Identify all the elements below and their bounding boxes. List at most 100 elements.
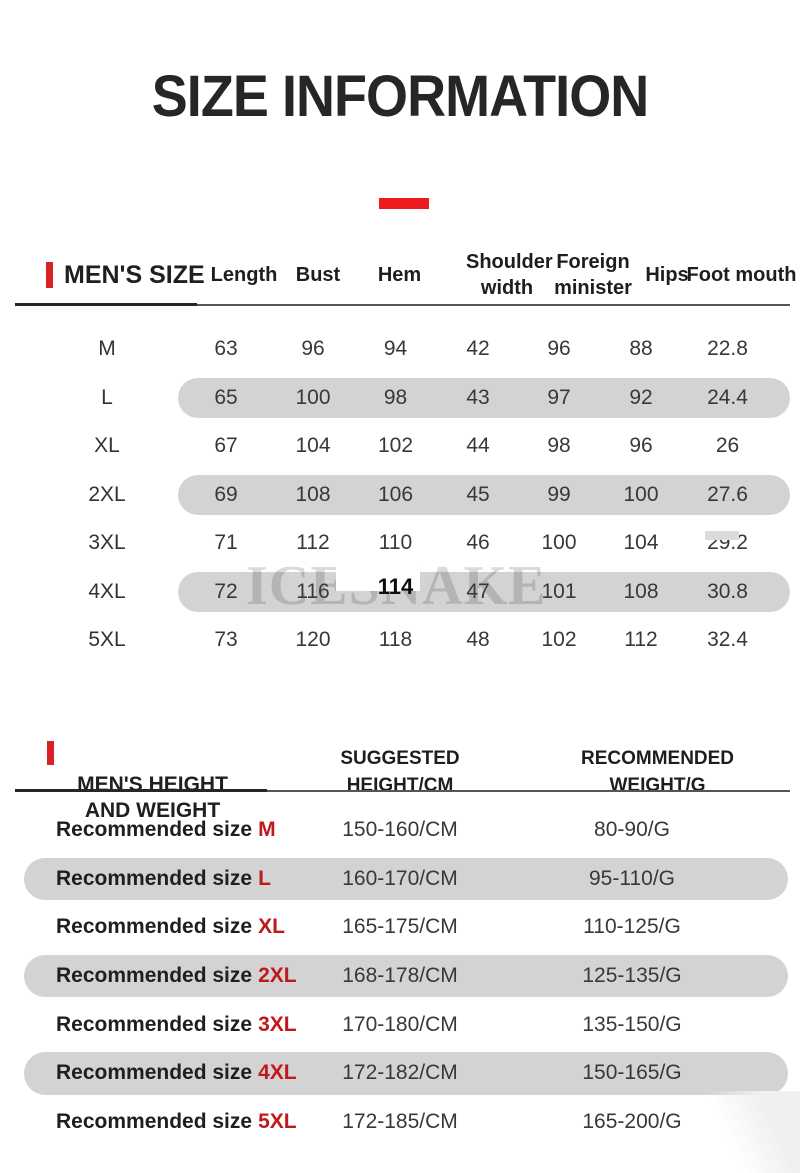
size-table-title-cell: MEN'S SIZE: [0, 261, 205, 290]
height-weight-table-header: MEN'S HEIGHT AND WEIGHT SUGGESTED HEIGHT…: [0, 722, 800, 822]
title-underline-dash: [379, 198, 429, 209]
table-row-4xl: 4XL 72 116 114 47 101 108 30.8: [0, 568, 800, 617]
value-cell: 46: [466, 531, 490, 555]
value-cell: 100: [541, 531, 577, 555]
table-row-recommended-5xl: Recommended size 5XL 172-185/CM 165-200/G: [0, 1098, 800, 1147]
value-cell: 73: [214, 628, 238, 652]
row-label: Recommended size L: [0, 867, 320, 891]
size-table-header: MEN'S SIZE Length Bust Hem Shoulder widt…: [0, 244, 800, 306]
row-label: Recommended size 2XL: [0, 964, 320, 988]
weight-value: 125-135/G: [582, 964, 682, 988]
height-value: 170-180/CM: [342, 1012, 458, 1036]
value-cell: 22.8: [707, 337, 748, 361]
height-value: 165-175/CM: [342, 915, 458, 939]
red-accent-bar-icon: [47, 741, 54, 765]
value-cell: 102: [541, 628, 577, 652]
value-cell: 63: [214, 337, 238, 361]
weight-value: 150-165/G: [582, 1061, 682, 1085]
column-header-length: Length: [210, 264, 278, 286]
value-cell: 43: [466, 385, 490, 409]
table-row-recommended-l: Recommended size L 160-170/CM 95-110/G: [0, 855, 800, 904]
value-cell: 96: [301, 337, 325, 361]
weight-value: 95-110/G: [589, 866, 675, 890]
row-size: 2XL: [258, 964, 297, 988]
value-cell: 99: [547, 482, 571, 506]
value-cell: 118: [378, 628, 413, 652]
value-cell-corrected: 114: [377, 573, 414, 599]
size-table-title: MEN'S SIZE: [64, 260, 205, 289]
value-cell: 69: [214, 482, 238, 506]
value-cell: 47: [466, 579, 490, 603]
row-size: 5XL: [258, 1109, 297, 1133]
row-label: Recommended size XL: [0, 915, 320, 939]
size-table-body: M 63 96 94 42 96 88 22.8 L 65 100 98 43 …: [0, 325, 800, 665]
value-cell: 98: [383, 385, 408, 409]
value-cell: 110: [378, 531, 413, 555]
row-size: XL: [258, 915, 285, 939]
table-row-2xl: 2XL 69 108 106 45 99 100 27.6: [0, 471, 800, 520]
row-size: M: [258, 818, 276, 842]
value-cell: 104: [623, 531, 659, 555]
value-cell: 106: [377, 482, 414, 506]
value-cell: 65: [214, 385, 238, 409]
row-label-prefix: Recommended size: [56, 1109, 253, 1133]
value-cell: 45: [466, 482, 490, 506]
value-cell: 26: [715, 434, 740, 458]
table-row-recommended-4xl: Recommended size 4XL 172-182/CM 150-165/G: [0, 1049, 800, 1098]
value-cell: 71: [214, 531, 238, 555]
value-cell: 96: [629, 434, 653, 458]
value-cell: 112: [296, 531, 330, 555]
value-cell: 97: [547, 385, 571, 409]
height-value: 172-182/CM: [342, 1061, 458, 1085]
value-cell: 92: [629, 385, 653, 409]
retouch-gray-smudge: [705, 531, 739, 540]
size-cell: XL: [94, 434, 120, 458]
row-size: 4XL: [258, 1061, 297, 1085]
column-header-bust: Bust: [295, 264, 341, 286]
value-cell: 30.8: [707, 579, 748, 603]
size-cell: 5XL: [88, 628, 126, 652]
value-cell: 27.6: [707, 482, 748, 506]
weight-value: 110-125/G: [583, 915, 681, 939]
row-label-prefix: Recommended size: [56, 1061, 253, 1085]
row-label: Recommended size 3XL: [0, 1013, 320, 1037]
value-cell: 112: [624, 628, 658, 652]
row-label: Recommended size 5XL: [0, 1110, 320, 1134]
weight-value: 80-90/G: [594, 818, 670, 842]
column-header-shoulder-width: Shoulder width: [466, 251, 553, 299]
column-header-foreign-minister: Foreign minister: [554, 251, 632, 299]
value-cell: 108: [623, 579, 659, 603]
value-cell: 48: [466, 628, 490, 652]
value-cell: 108: [295, 482, 331, 506]
header-divider-line: [15, 303, 790, 306]
table-row-recommended-xl: Recommended size XL 165-175/CM 110-125/G: [0, 903, 800, 952]
value-cell: 72: [214, 579, 238, 603]
height-value: 150-160/CM: [342, 818, 458, 842]
size-cell: M: [98, 337, 116, 361]
row-size: L: [258, 866, 271, 890]
column-header-hem: Hem: [377, 264, 422, 286]
height-value: 160-170/CM: [342, 866, 458, 890]
table-row-5xl: 5XL 73 120 118 48 102 112 32.4: [0, 616, 800, 665]
size-cell: 2XL: [88, 482, 126, 506]
value-cell: 116: [296, 579, 330, 603]
row-label-prefix: Recommended size: [56, 866, 253, 890]
height-value: 168-178/CM: [342, 964, 458, 988]
value-cell: 100: [295, 385, 331, 409]
value-cell: 102: [377, 434, 414, 458]
value-cell: 24.4: [707, 385, 748, 409]
column-header-foot-mouth: Foot mouth: [686, 264, 797, 286]
value-cell: 104: [295, 434, 331, 458]
row-label: Recommended size 4XL: [0, 1061, 320, 1085]
table-row-3xl: 3XL 71 112 110 46 100 104 29.2: [0, 519, 800, 568]
row-label-prefix: Recommended size: [56, 915, 253, 939]
value-cell: 42: [466, 337, 490, 361]
value-cell: 120: [295, 628, 331, 652]
row-label-prefix: Recommended size: [56, 1012, 253, 1036]
table-row-recommended-3xl: Recommended size 3XL 170-180/CM 135-150/G: [0, 1000, 800, 1049]
value-cell: 88: [629, 337, 653, 361]
value-cell: 67: [214, 434, 238, 458]
size-cell: 3XL: [88, 531, 126, 555]
table-row-recommended-m: Recommended size M 150-160/CM 80-90/G: [0, 806, 800, 855]
